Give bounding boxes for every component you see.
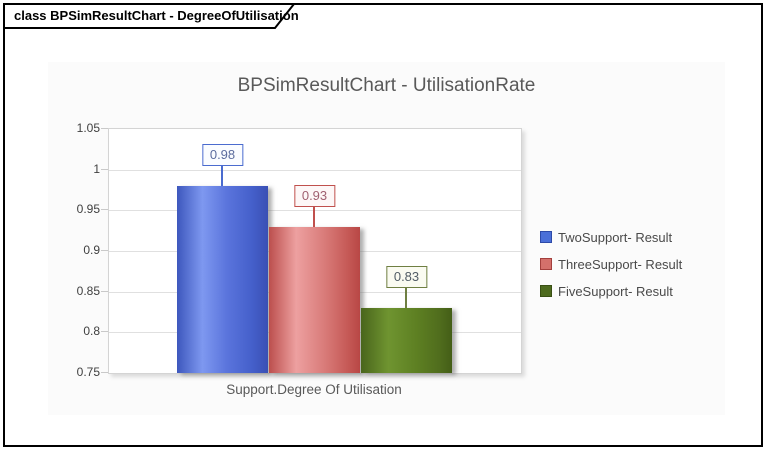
legend-item-three-support: ThreeSupport- Result <box>540 256 683 272</box>
value-label-connector <box>405 288 407 308</box>
bar-group-three-support: 0.93 <box>269 129 360 373</box>
gridline <box>109 210 521 211</box>
value-label-connector <box>221 166 223 186</box>
legend-swatch-red <box>540 258 552 270</box>
bar-group-five-support: 0.83 <box>361 129 452 373</box>
tick-mark <box>101 250 108 251</box>
legend-swatch-green <box>540 285 552 297</box>
bar-group-two-support: 0.98 <box>177 129 268 373</box>
diagram-frame[interactable]: class BPSimResultChart - DegreeOfUtilisa… <box>3 3 763 447</box>
value-label-three-support: 0.93 <box>293 185 336 207</box>
tick-mark <box>101 291 108 292</box>
frame-tab-label: class BPSimResultChart - DegreeOfUtilisa… <box>14 8 299 23</box>
y-axis-tick-label: 0.8 <box>83 324 100 338</box>
legend-label: ThreeSupport- Result <box>558 256 683 272</box>
tick-mark <box>101 209 108 210</box>
chart-panel[interactable]: BPSimResultChart - UtilisationRate 1.05 … <box>48 62 725 415</box>
legend-label: FiveSupport- Result <box>558 283 673 299</box>
bar-three-support <box>269 227 360 373</box>
y-axis-tick-label: 1.05 <box>76 121 100 135</box>
y-axis-tick-labels: 1.05 1 0.95 0.9 0.85 0.8 0.75 <box>48 121 100 379</box>
y-axis-tick-marks <box>101 128 108 373</box>
plot-area: 0.98 0.93 0.83 <box>108 128 522 374</box>
tick-mark <box>101 372 108 373</box>
y-axis-tick-label: 0.95 <box>76 202 100 216</box>
gridline <box>109 170 521 171</box>
legend: TwoSupport- Result ThreeSupport- Result … <box>540 230 682 311</box>
value-label-connector <box>313 207 315 227</box>
y-axis-tick-label: 0.9 <box>83 243 100 257</box>
bar-five-support <box>361 308 452 373</box>
tick-mark <box>101 331 108 332</box>
legend-item-two-support: TwoSupport- Result <box>540 229 682 245</box>
value-label-five-support: 0.83 <box>385 266 428 288</box>
frame-tab-shape <box>3 3 297 29</box>
y-axis-tick-label: 0.75 <box>76 365 100 379</box>
x-axis-label: Support.Degree Of Utilisation <box>226 382 402 397</box>
y-axis-tick-label: 1 <box>93 162 100 176</box>
tick-mark <box>101 128 108 129</box>
tick-mark <box>101 169 108 170</box>
legend-swatch-blue <box>540 231 552 243</box>
value-label-two-support: 0.98 <box>201 144 244 166</box>
legend-label: TwoSupport- Result <box>558 229 673 245</box>
legend-item-five-support: FiveSupport- Result <box>540 283 682 299</box>
bar-two-support <box>177 186 268 373</box>
chart-title: BPSimResultChart - UtilisationRate <box>237 75 536 96</box>
y-axis-tick-label: 0.85 <box>76 284 100 298</box>
frame-tab[interactable]: class BPSimResultChart - DegreeOfUtilisa… <box>3 3 299 30</box>
